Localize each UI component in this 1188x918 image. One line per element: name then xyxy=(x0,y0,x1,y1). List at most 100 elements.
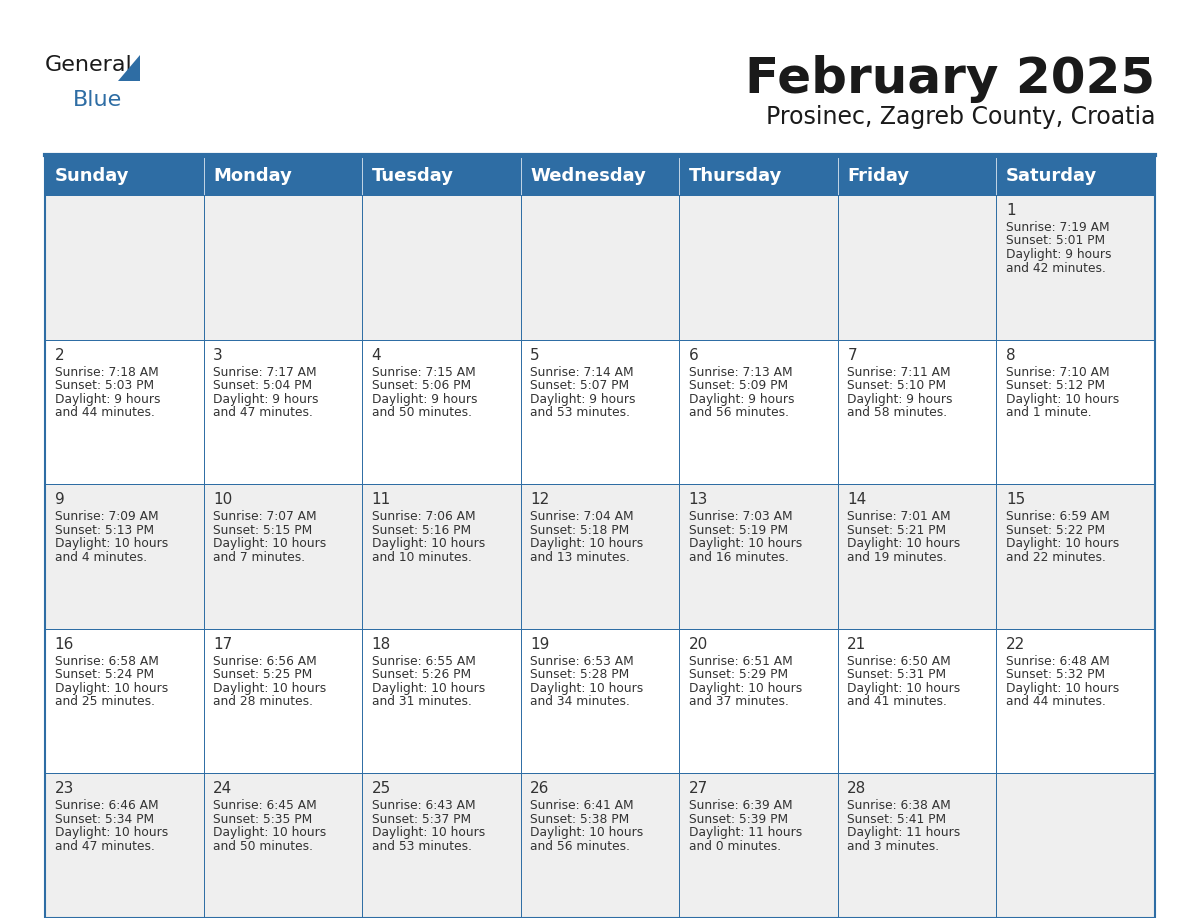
Text: and 19 minutes.: and 19 minutes. xyxy=(847,551,947,564)
Text: Sunset: 5:22 PM: Sunset: 5:22 PM xyxy=(1006,523,1105,537)
Bar xyxy=(520,157,680,195)
Text: Sunset: 5:19 PM: Sunset: 5:19 PM xyxy=(689,523,788,537)
Text: and 28 minutes.: and 28 minutes. xyxy=(213,695,314,709)
Text: and 0 minutes.: and 0 minutes. xyxy=(689,840,781,853)
Bar xyxy=(362,773,520,918)
Text: Sunrise: 6:51 AM: Sunrise: 6:51 AM xyxy=(689,655,792,667)
Bar xyxy=(838,484,997,629)
Text: Sunset: 5:39 PM: Sunset: 5:39 PM xyxy=(689,813,788,826)
Text: 23: 23 xyxy=(55,781,74,797)
Text: 4: 4 xyxy=(372,348,381,363)
Text: 6: 6 xyxy=(689,348,699,363)
Text: and 53 minutes.: and 53 minutes. xyxy=(372,840,472,853)
Text: and 22 minutes.: and 22 minutes. xyxy=(1006,551,1106,564)
Bar xyxy=(680,773,838,918)
Text: 17: 17 xyxy=(213,637,233,652)
Text: and 47 minutes.: and 47 minutes. xyxy=(55,840,154,853)
Text: Sunrise: 7:19 AM: Sunrise: 7:19 AM xyxy=(1006,221,1110,234)
Bar xyxy=(203,629,362,773)
Text: Tuesday: Tuesday xyxy=(372,167,454,185)
Text: Sunrise: 6:59 AM: Sunrise: 6:59 AM xyxy=(1006,510,1110,523)
Text: Sunset: 5:35 PM: Sunset: 5:35 PM xyxy=(213,813,312,826)
Text: Sunset: 5:31 PM: Sunset: 5:31 PM xyxy=(847,668,947,681)
Text: Daylight: 10 hours: Daylight: 10 hours xyxy=(847,682,961,695)
Text: Sunrise: 6:45 AM: Sunrise: 6:45 AM xyxy=(213,800,317,812)
Text: Sunrise: 6:41 AM: Sunrise: 6:41 AM xyxy=(530,800,634,812)
Text: and 10 minutes.: and 10 minutes. xyxy=(372,551,472,564)
Text: Daylight: 10 hours: Daylight: 10 hours xyxy=(689,682,802,695)
Text: General: General xyxy=(45,55,133,75)
Bar xyxy=(45,484,203,629)
Text: Sunrise: 7:13 AM: Sunrise: 7:13 AM xyxy=(689,365,792,378)
Text: Sunrise: 7:06 AM: Sunrise: 7:06 AM xyxy=(372,510,475,523)
Text: Wednesday: Wednesday xyxy=(530,167,646,185)
Text: 1: 1 xyxy=(1006,203,1016,218)
Text: Sunrise: 7:01 AM: Sunrise: 7:01 AM xyxy=(847,510,952,523)
Bar xyxy=(520,484,680,629)
Text: 26: 26 xyxy=(530,781,550,797)
Text: Daylight: 9 hours: Daylight: 9 hours xyxy=(847,393,953,406)
Text: Sunset: 5:37 PM: Sunset: 5:37 PM xyxy=(372,813,470,826)
Text: and 56 minutes.: and 56 minutes. xyxy=(530,840,630,853)
Text: 27: 27 xyxy=(689,781,708,797)
Text: Sunset: 5:09 PM: Sunset: 5:09 PM xyxy=(689,379,788,392)
Text: 24: 24 xyxy=(213,781,233,797)
Bar xyxy=(680,484,838,629)
Text: and 4 minutes.: and 4 minutes. xyxy=(55,551,146,564)
Bar xyxy=(362,484,520,629)
Bar xyxy=(45,157,203,195)
Text: Sunset: 5:38 PM: Sunset: 5:38 PM xyxy=(530,813,630,826)
Text: Daylight: 10 hours: Daylight: 10 hours xyxy=(530,682,644,695)
Bar xyxy=(680,340,838,484)
Text: 16: 16 xyxy=(55,637,74,652)
Text: Daylight: 10 hours: Daylight: 10 hours xyxy=(213,537,327,550)
Bar xyxy=(203,773,362,918)
Bar xyxy=(680,629,838,773)
Text: February 2025: February 2025 xyxy=(745,55,1155,103)
Text: Daylight: 9 hours: Daylight: 9 hours xyxy=(530,393,636,406)
Bar xyxy=(838,157,997,195)
Text: Monday: Monday xyxy=(213,167,292,185)
Text: and 25 minutes.: and 25 minutes. xyxy=(55,695,154,709)
Text: 18: 18 xyxy=(372,637,391,652)
Bar xyxy=(45,773,203,918)
Text: Daylight: 10 hours: Daylight: 10 hours xyxy=(372,537,485,550)
Text: Daylight: 10 hours: Daylight: 10 hours xyxy=(213,682,327,695)
Text: and 47 minutes.: and 47 minutes. xyxy=(213,406,312,420)
Bar xyxy=(997,484,1155,629)
Bar xyxy=(520,629,680,773)
Polygon shape xyxy=(118,55,140,81)
Text: Sunrise: 7:10 AM: Sunrise: 7:10 AM xyxy=(1006,365,1110,378)
Text: Sunrise: 7:11 AM: Sunrise: 7:11 AM xyxy=(847,365,952,378)
Text: Sunset: 5:04 PM: Sunset: 5:04 PM xyxy=(213,379,312,392)
Text: Sunrise: 6:43 AM: Sunrise: 6:43 AM xyxy=(372,800,475,812)
Text: and 1 minute.: and 1 minute. xyxy=(1006,406,1092,420)
Text: Sunset: 5:12 PM: Sunset: 5:12 PM xyxy=(1006,379,1105,392)
Text: and 31 minutes.: and 31 minutes. xyxy=(372,695,472,709)
Text: Daylight: 9 hours: Daylight: 9 hours xyxy=(1006,248,1112,261)
Text: Daylight: 10 hours: Daylight: 10 hours xyxy=(213,826,327,839)
Bar xyxy=(362,340,520,484)
Text: and 42 minutes.: and 42 minutes. xyxy=(1006,262,1106,274)
Bar xyxy=(680,195,838,340)
Bar xyxy=(997,157,1155,195)
Text: Daylight: 10 hours: Daylight: 10 hours xyxy=(1006,393,1119,406)
Bar xyxy=(838,195,997,340)
Text: Sunrise: 6:58 AM: Sunrise: 6:58 AM xyxy=(55,655,158,667)
Bar xyxy=(45,195,203,340)
Text: Prosinec, Zagreb County, Croatia: Prosinec, Zagreb County, Croatia xyxy=(765,105,1155,129)
Text: and 3 minutes.: and 3 minutes. xyxy=(847,840,940,853)
Text: Sunset: 5:26 PM: Sunset: 5:26 PM xyxy=(372,668,470,681)
Text: Sunday: Sunday xyxy=(55,167,129,185)
Text: 15: 15 xyxy=(1006,492,1025,508)
Text: 2: 2 xyxy=(55,348,64,363)
Text: Daylight: 10 hours: Daylight: 10 hours xyxy=(1006,537,1119,550)
Text: 12: 12 xyxy=(530,492,550,508)
Text: 8: 8 xyxy=(1006,348,1016,363)
Text: Daylight: 10 hours: Daylight: 10 hours xyxy=(55,826,168,839)
Text: Sunset: 5:07 PM: Sunset: 5:07 PM xyxy=(530,379,630,392)
Text: Sunset: 5:21 PM: Sunset: 5:21 PM xyxy=(847,523,947,537)
Bar xyxy=(45,157,1155,918)
Text: Sunset: 5:34 PM: Sunset: 5:34 PM xyxy=(55,813,153,826)
Text: 20: 20 xyxy=(689,637,708,652)
